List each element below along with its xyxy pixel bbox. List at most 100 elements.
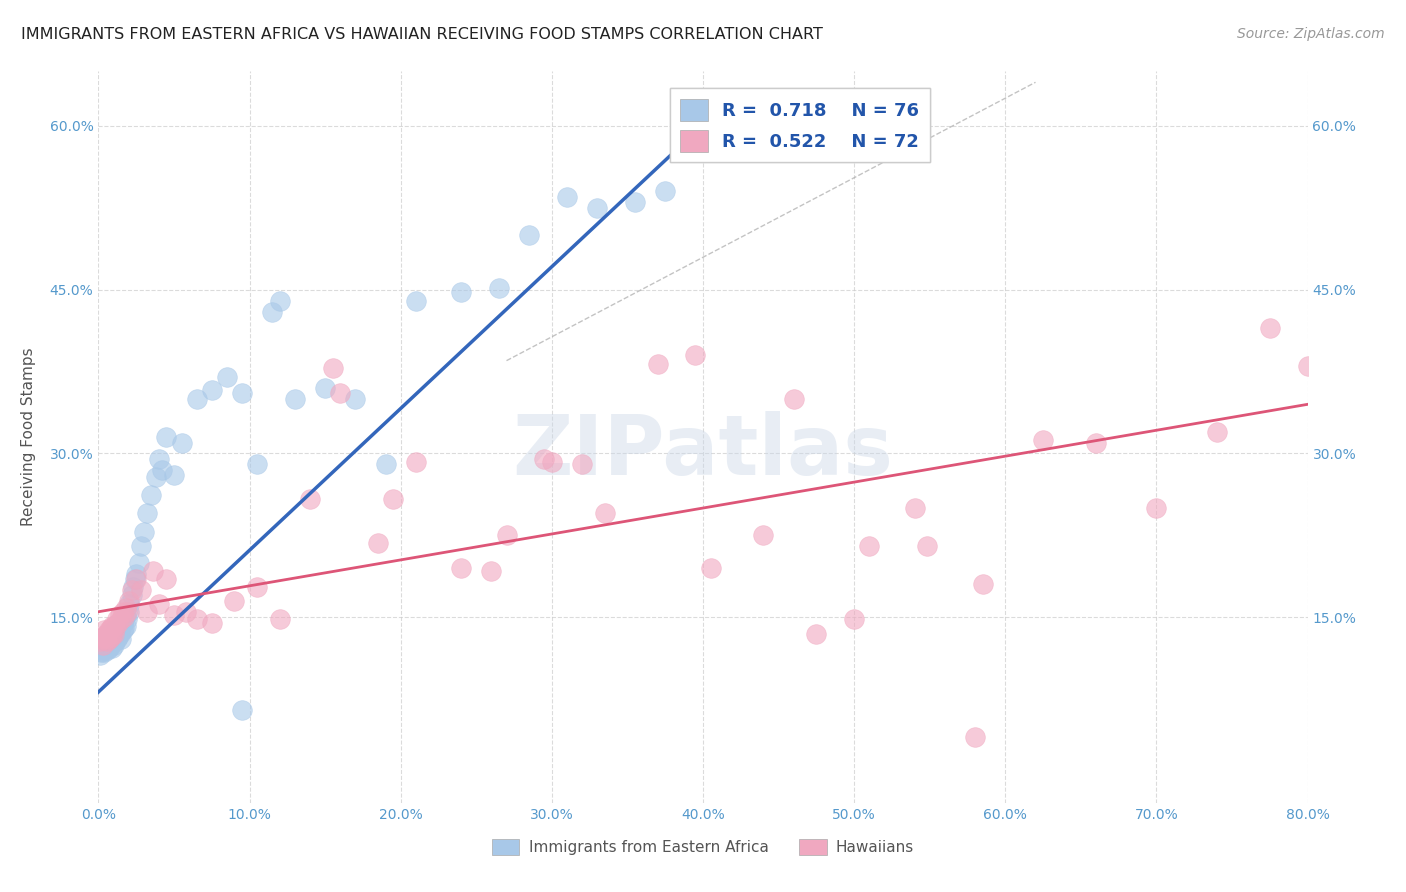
Point [121,582,143,597]
Point [96,634,118,648]
Point [186,612,208,626]
Point [965,731,987,745]
Point [1206,425,1229,439]
Point [405,293,427,308]
Point [111,615,134,630]
Point [129,539,152,553]
Point [135,605,157,619]
Point [100,638,122,652]
Point [118,594,141,608]
Point [593,507,616,521]
Point [201,615,224,630]
Point [374,458,396,472]
Point [89,634,111,648]
Point [148,597,170,611]
Point [201,383,224,397]
Point [150,463,173,477]
Legend: R =  0.718    N = 76, R =  0.522    N = 72: R = 0.718 N = 76, R = 0.522 N = 72 [669,87,929,162]
Point [103,626,125,640]
Point [98,640,121,655]
Text: ZIPatlas: ZIPatlas [513,411,893,492]
Point [215,370,238,384]
Point [108,607,131,622]
Point [91,643,114,657]
Point [132,524,155,539]
Point [96,630,118,644]
Point [322,361,344,376]
Point [114,601,136,615]
Point [533,451,555,466]
Point [124,572,146,586]
Point [91,638,114,652]
Point [104,626,127,640]
Point [103,632,125,646]
Point [450,285,472,299]
Point [1085,435,1108,450]
Point [163,468,186,483]
Point [844,612,866,626]
Point [129,582,152,597]
Point [107,615,129,630]
Point [481,565,503,579]
Point [382,492,405,507]
Point [142,565,165,579]
Point [94,634,117,648]
Point [115,612,138,626]
Point [98,632,121,646]
Point [93,645,115,659]
Point [100,630,122,644]
Point [186,392,208,406]
Point [108,626,131,640]
Point [1296,359,1319,373]
Point [148,451,170,466]
Point [145,470,167,484]
Point [262,304,284,318]
Point [699,561,721,575]
Point [94,640,117,655]
Point [93,638,115,652]
Point [122,580,145,594]
Point [141,488,163,502]
Point [555,190,578,204]
Point [495,528,517,542]
Point [450,561,472,575]
Point [105,612,128,626]
Point [314,381,336,395]
Point [299,492,322,507]
Point [115,605,138,619]
Point [93,624,115,638]
Point [246,458,269,472]
Text: IMMIGRANTS FROM EASTERN AFRICA VS HAWAIIAN RECEIVING FOOD STAMPS CORRELATION CHA: IMMIGRANTS FROM EASTERN AFRICA VS HAWAII… [21,27,823,42]
Point [91,640,114,655]
Point [100,630,122,644]
Point [103,624,125,638]
Point [269,612,291,626]
Point [1144,501,1167,516]
Point [135,507,157,521]
Point [231,703,253,717]
Point [110,612,132,626]
Point [624,195,647,210]
Point [1032,434,1054,448]
Point [112,612,135,626]
Point [858,539,880,553]
Point [783,392,806,406]
Point [105,632,128,646]
Point [96,626,118,640]
Point [108,619,131,633]
Point [107,630,129,644]
Point [125,572,148,586]
Point [89,648,111,663]
Point [540,455,562,469]
Point [155,430,177,444]
Point [246,580,269,594]
Point [344,392,367,406]
Point [163,607,186,622]
Point [114,607,136,622]
Point [101,640,124,655]
Point [128,556,150,570]
Point [118,597,141,611]
Point [806,626,828,640]
Point [654,185,676,199]
Point [121,588,143,602]
